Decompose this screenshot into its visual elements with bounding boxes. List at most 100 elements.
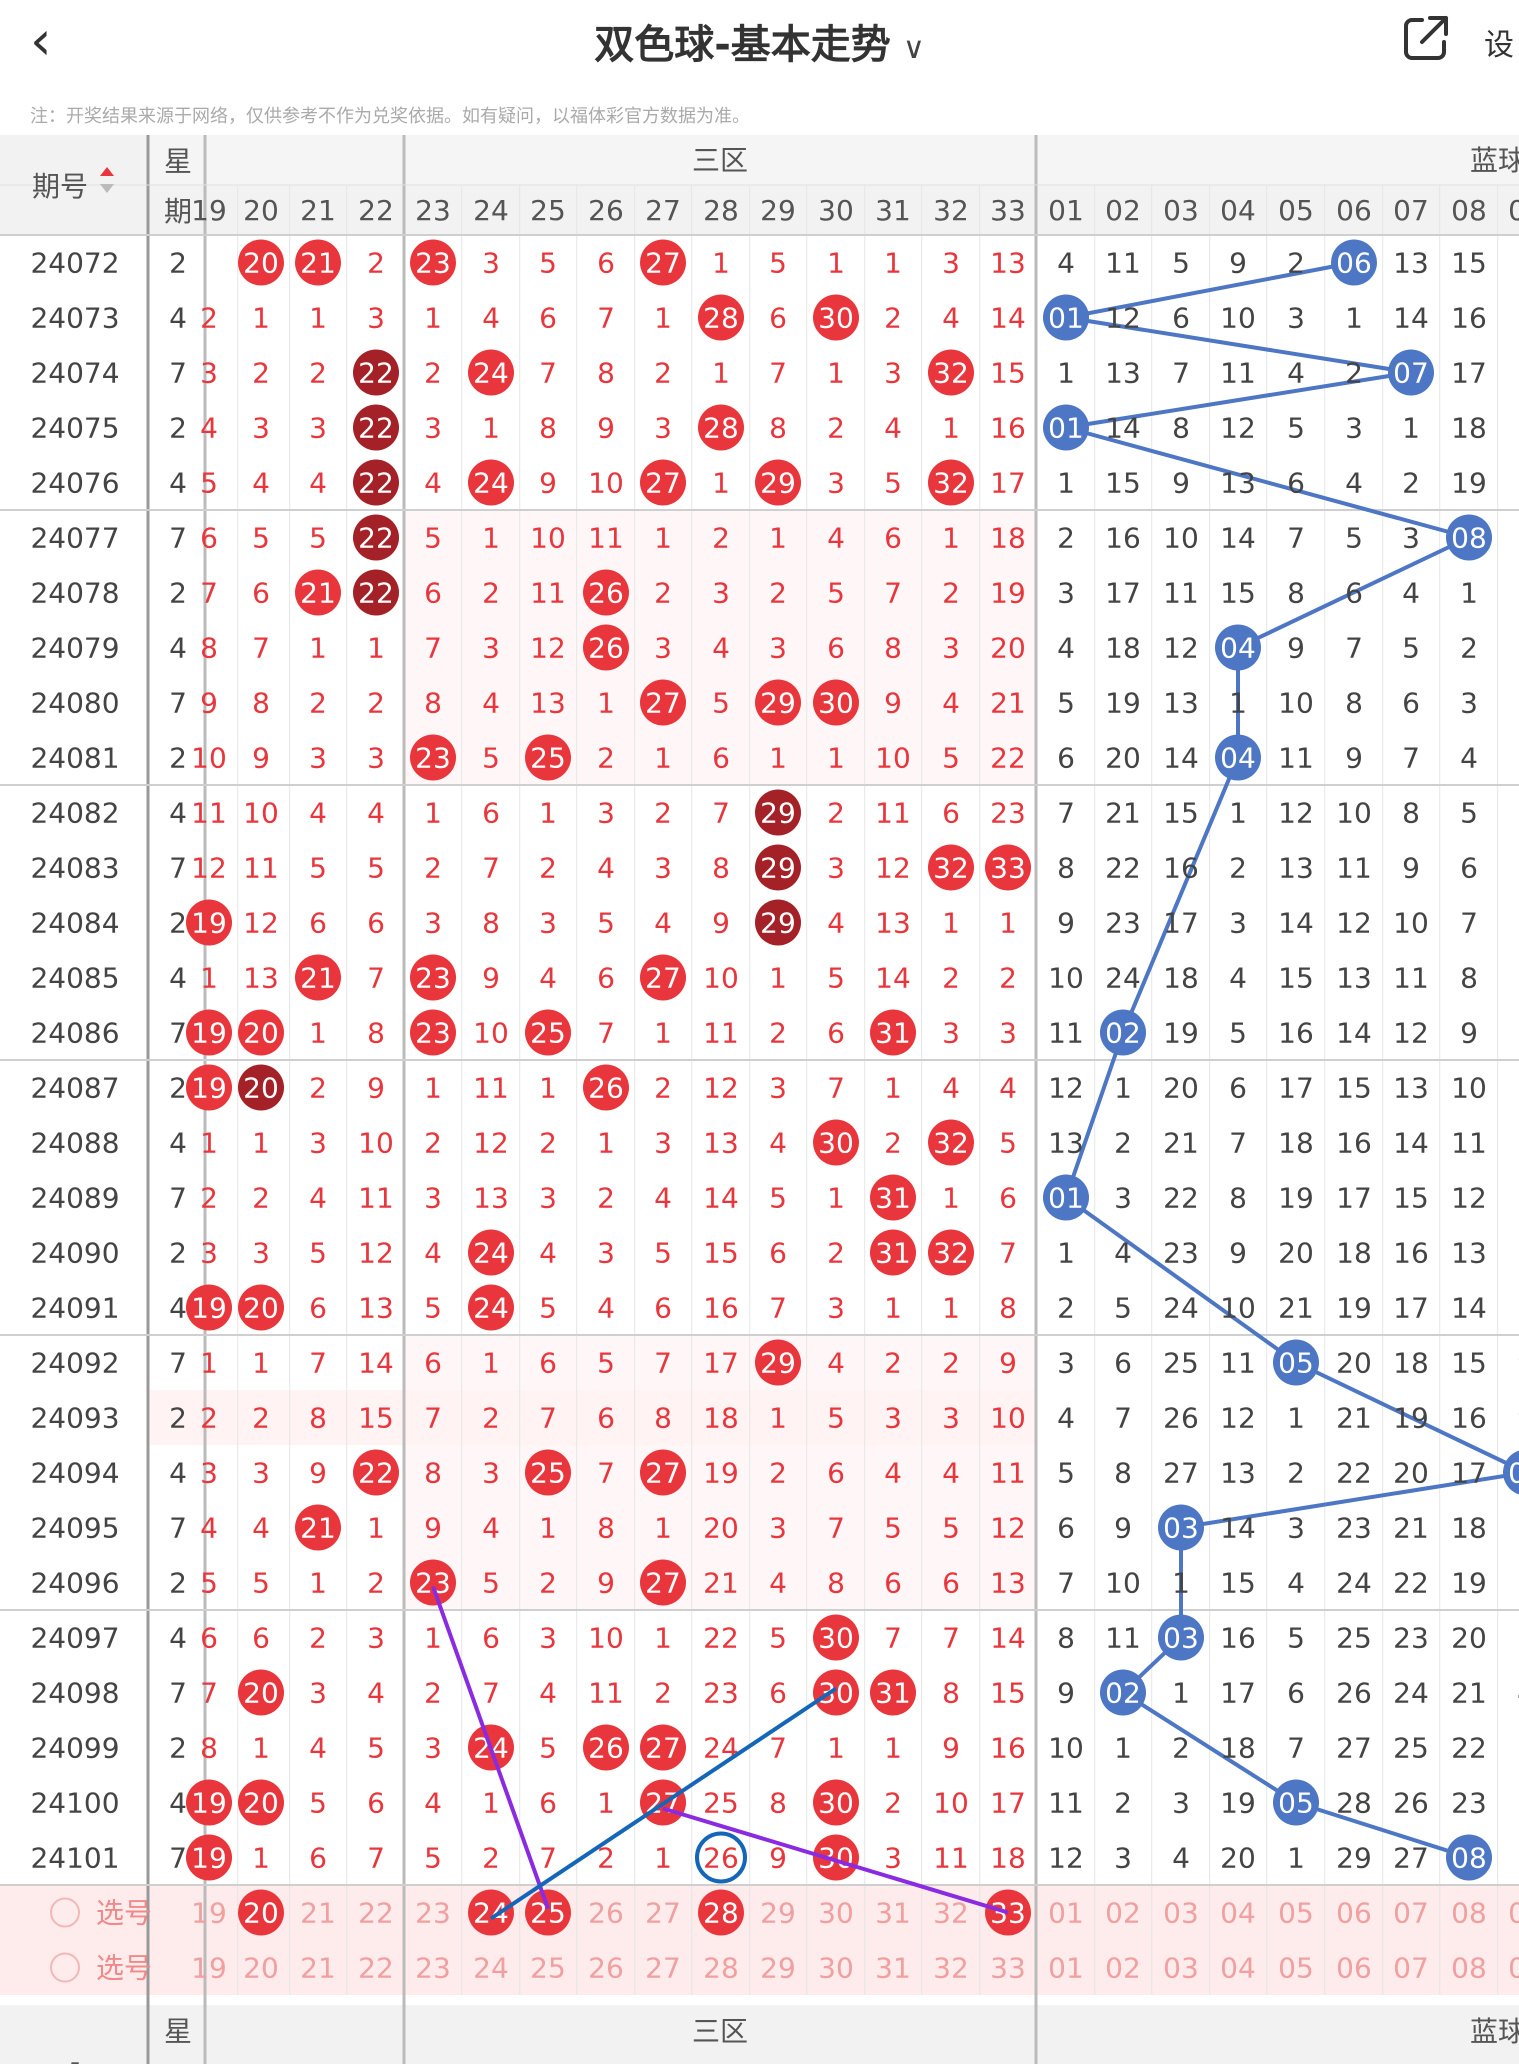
issue-number: 24083 [30, 852, 119, 885]
blue-ball-number: 01 [1048, 302, 1084, 335]
red-miss: 17 [990, 1787, 1026, 1820]
blue-miss: 15 [1393, 1182, 1429, 1215]
red-ball [755, 844, 801, 891]
red-miss: 4 [884, 412, 902, 445]
red-miss: 9 [482, 962, 500, 995]
blue-miss: 18 [1451, 412, 1487, 445]
red-miss: 5 [200, 1567, 218, 1600]
select-blue-option: 05 [1278, 1897, 1314, 1930]
red-miss: 12 [530, 632, 566, 665]
settings-button[interactable]: 设 [1484, 28, 1514, 63]
red-miss: 9 [999, 1347, 1017, 1380]
red-ball [928, 459, 974, 506]
red-miss: 23 [990, 797, 1026, 830]
red-miss: 2 [884, 1127, 902, 1160]
footer-issue: - [70, 2045, 80, 2064]
select-blue-option: 03 [1163, 1952, 1199, 1985]
blue-miss: 12 [1451, 1182, 1487, 1215]
red-miss: 1 [367, 632, 385, 665]
red-miss: 15 [990, 1677, 1026, 1710]
blue-miss: 18 [1105, 632, 1141, 665]
red-miss: 7 [769, 1732, 787, 1765]
external-share-icon [1404, 16, 1448, 60]
red-ball-number: 30 [818, 1622, 854, 1655]
blue-miss: 7 [1517, 467, 1519, 500]
red-ball [295, 569, 341, 616]
blue-miss: 1 [1287, 1842, 1305, 1875]
red-miss: 5 [712, 687, 730, 720]
blue-miss: 3 [1287, 1512, 1305, 1545]
red-ball-number: 20 [243, 1072, 279, 1105]
blue-miss: 3 [1229, 907, 1247, 940]
red-col-header: 20 [243, 194, 279, 227]
red-miss: 2 [827, 412, 845, 445]
blue-ball [1446, 514, 1492, 561]
red-miss: 2 [654, 357, 672, 390]
blue-ball [1446, 1834, 1492, 1881]
blue-miss: 8 [1517, 1182, 1519, 1215]
red-miss: 2 [200, 1182, 218, 1215]
blue-miss: 1 [1114, 1732, 1132, 1765]
red-ball-number: 33 [990, 852, 1026, 885]
red-miss: 1 [884, 1732, 902, 1765]
weekday: 2 [169, 1072, 187, 1105]
red-ball-number: 31 [875, 1017, 911, 1050]
red-miss: 2 [884, 1347, 902, 1380]
blue-miss: 3 [1517, 1622, 1519, 1655]
red-ball-number: 24 [473, 1237, 509, 1270]
blue-ball-number: 04 [1220, 742, 1256, 775]
red-miss: 11 [530, 577, 566, 610]
annotation-circle [695, 1831, 747, 1884]
red-miss: 1 [539, 1072, 557, 1105]
blue-miss: 18 [1220, 1732, 1256, 1765]
red-miss: 1 [884, 247, 902, 280]
red-ball-number: 30 [818, 1677, 854, 1710]
red-miss: 4 [827, 1347, 845, 1380]
weekday: 7 [169, 1182, 187, 1215]
red-miss: 2 [827, 1237, 845, 1270]
blue-miss: 4 [1460, 742, 1478, 775]
blue-miss: 10 [1393, 907, 1429, 940]
blue-trend-line [1121, 756, 1240, 1034]
blue-miss: 6 [1460, 852, 1478, 885]
red-ball [813, 294, 859, 341]
blue-miss: 2 [1172, 1732, 1190, 1765]
blue-miss: 11 [1451, 1127, 1487, 1160]
red-miss: 1 [769, 962, 787, 995]
red-miss: 4 [999, 1072, 1017, 1105]
blue-miss: 11 [1105, 247, 1141, 280]
select-red-option: 26 [588, 1897, 624, 1930]
blue-miss: 1 [1345, 302, 1363, 335]
blue-miss: 21 [1105, 797, 1141, 830]
red-miss: 1 [712, 247, 730, 280]
share-button[interactable] [1402, 14, 1450, 62]
red-miss: 25 [703, 1787, 739, 1820]
blue-miss: 24 [1105, 962, 1141, 995]
page-title[interactable]: 双色球-基本走势 ∨ [0, 12, 1519, 70]
red-ball [295, 954, 341, 1001]
blue-miss: 27 [1163, 1457, 1199, 1490]
blue-miss: 5 [1517, 1732, 1519, 1765]
red-miss: 6 [884, 1567, 902, 1600]
red-miss: 13 [358, 1292, 394, 1325]
red-ball-number: 27 [645, 247, 681, 280]
back-button[interactable]: ‹ [30, 14, 52, 68]
weekday: 2 [169, 742, 187, 775]
red-miss: 2 [654, 1677, 672, 1710]
red-miss: 19 [990, 577, 1026, 610]
blue-miss: 17 [1393, 1292, 1429, 1325]
blue-miss: 3 [1287, 302, 1305, 335]
blue-ball-number: 05 [1278, 1787, 1314, 1820]
issue-number: 24091 [30, 1292, 119, 1325]
red-ball-number: 23 [415, 247, 451, 280]
red-miss: 7 [367, 1842, 385, 1875]
red-miss: 1 [482, 1347, 500, 1380]
blue-miss: 14 [1336, 1017, 1372, 1050]
red-ball-number: 22 [358, 357, 394, 390]
red-miss: 14 [990, 302, 1026, 335]
red-ball [186, 1779, 232, 1826]
red-miss: 5 [654, 1237, 672, 1270]
blue-miss: 1 [1172, 1677, 1190, 1710]
red-miss: 4 [654, 1182, 672, 1215]
red-miss: 7 [942, 1622, 960, 1655]
